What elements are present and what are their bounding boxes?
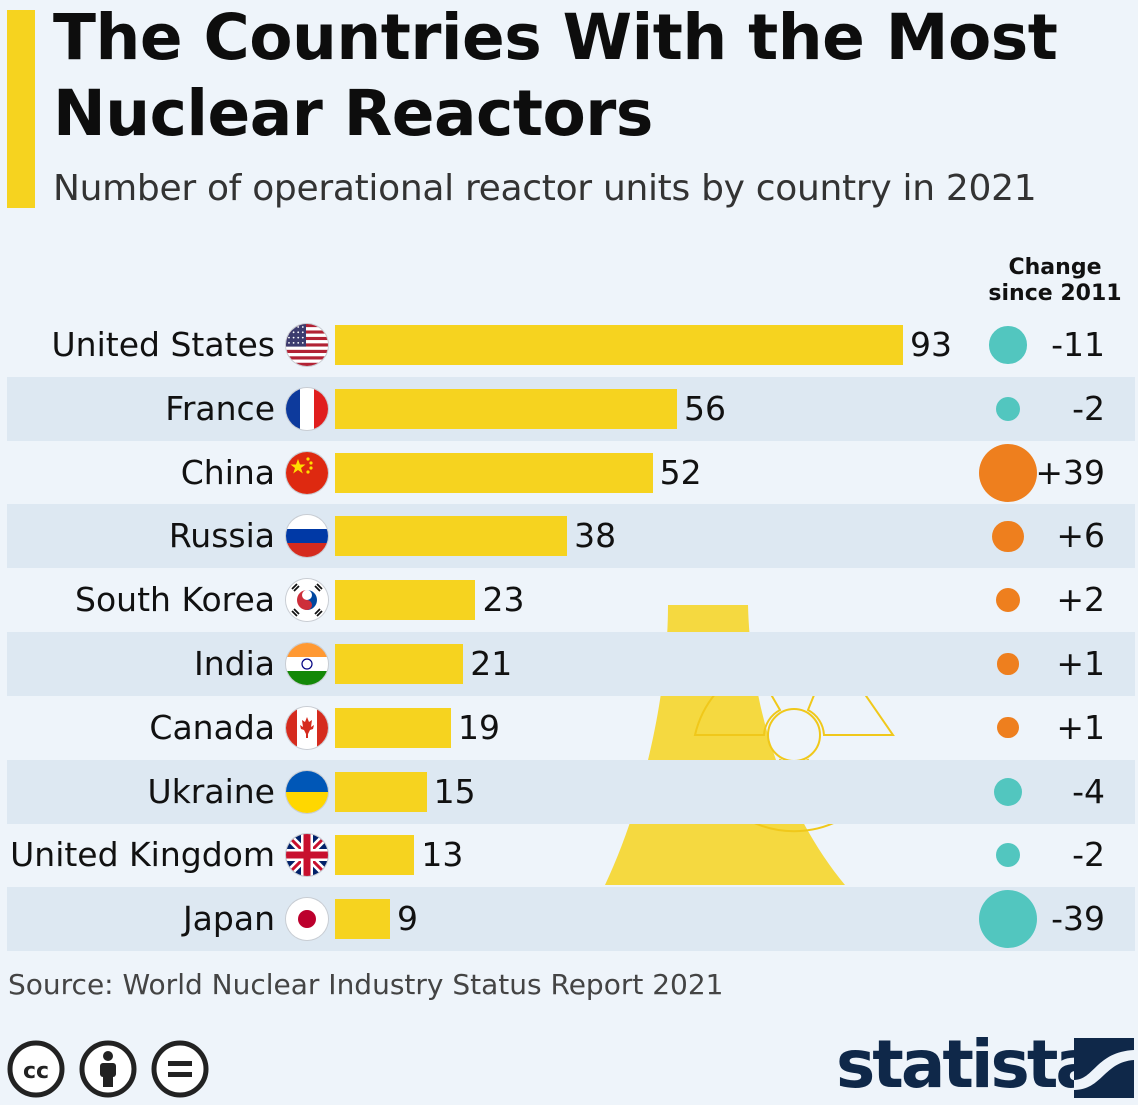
bar bbox=[335, 325, 903, 365]
chart-title: The Countries With the Most Nuclear Reac… bbox=[53, 1, 1058, 150]
table-row: United States 93 -11 bbox=[7, 313, 1135, 377]
increase-circle bbox=[997, 653, 1019, 675]
table-row: Ukraine 15 -4 bbox=[7, 759, 1135, 824]
change-column-header: Change since 2011 bbox=[988, 255, 1122, 306]
change-label: -11 bbox=[1051, 325, 1105, 364]
china-flag-icon bbox=[286, 451, 328, 494]
table-row: Japan 9 -39 bbox=[7, 887, 1135, 952]
bar-value-label: 23 bbox=[482, 580, 525, 620]
country-label: Russia bbox=[168, 516, 275, 556]
bar bbox=[335, 771, 427, 812]
change-label: -39 bbox=[1051, 899, 1105, 939]
bar bbox=[335, 899, 390, 940]
country-label: Ukraine bbox=[147, 771, 275, 811]
bar-value-label: 93 bbox=[910, 325, 952, 364]
change-label: -4 bbox=[1072, 771, 1105, 811]
table-row: South Korea 23 +2 bbox=[7, 568, 1135, 632]
country-label: South Korea bbox=[75, 580, 275, 620]
no-derivatives-icon[interactable] bbox=[151, 1040, 209, 1098]
country-label: China bbox=[180, 452, 275, 492]
decrease-circle bbox=[989, 326, 1027, 364]
bar bbox=[335, 644, 464, 684]
increase-circle bbox=[992, 520, 1024, 552]
increase-circle bbox=[979, 443, 1037, 502]
country-label: France bbox=[165, 388, 275, 428]
table-row: Russia 38 +6 bbox=[7, 504, 1135, 569]
table-row: United Kingdom 13 -2 bbox=[7, 823, 1135, 887]
bar-value-label: 19 bbox=[458, 707, 501, 747]
statista-logo[interactable]: statista bbox=[836, 1026, 1136, 1103]
bar-value-label: 15 bbox=[433, 771, 476, 811]
bar-value-label: 38 bbox=[574, 516, 617, 556]
country-label: India bbox=[194, 644, 275, 683]
bar bbox=[335, 516, 568, 557]
increase-circle bbox=[997, 717, 1019, 739]
change-label: -2 bbox=[1072, 388, 1105, 428]
bar-value-label: 52 bbox=[659, 452, 702, 492]
table-row: China 52 +39 bbox=[7, 441, 1135, 505]
change-label: -2 bbox=[1072, 835, 1105, 875]
decrease-circle bbox=[996, 843, 1020, 868]
source-note: Source: World Nuclear Industry Status Re… bbox=[8, 968, 724, 1001]
brand-name: statista bbox=[836, 1026, 1100, 1103]
title-accent-bar bbox=[7, 10, 35, 208]
decrease-circle bbox=[996, 396, 1020, 421]
bar bbox=[335, 452, 653, 493]
canada-flag-icon bbox=[286, 706, 328, 749]
bar bbox=[335, 580, 476, 621]
japan-flag-icon bbox=[286, 898, 328, 941]
svg-text:cc: cc bbox=[23, 1059, 49, 1084]
change-label: +39 bbox=[1035, 452, 1105, 492]
cc-icon[interactable]: cc bbox=[7, 1040, 65, 1098]
south-korea-flag-icon bbox=[286, 579, 328, 622]
table-row: France 56 -2 bbox=[7, 376, 1135, 441]
bar bbox=[335, 388, 678, 429]
bar bbox=[335, 835, 415, 876]
increase-circle bbox=[996, 588, 1020, 613]
bar-value-label: 9 bbox=[396, 899, 418, 939]
country-label: United States bbox=[51, 325, 275, 364]
ukraine-flag-icon bbox=[286, 770, 328, 813]
bar-value-label: 21 bbox=[470, 644, 513, 683]
change-label: +1 bbox=[1056, 644, 1105, 683]
us-flag-icon bbox=[286, 324, 328, 366]
decrease-circle bbox=[979, 890, 1037, 949]
france-flag-icon bbox=[286, 387, 328, 430]
attribution-icon[interactable] bbox=[79, 1040, 137, 1098]
country-label: Japan bbox=[182, 899, 275, 939]
table-row: Canada 19 +1 bbox=[7, 696, 1135, 760]
country-label: Canada bbox=[149, 707, 275, 747]
change-label: +2 bbox=[1056, 580, 1105, 620]
bar-value-label: 13 bbox=[421, 835, 464, 875]
bar bbox=[335, 707, 452, 748]
change-label: +1 bbox=[1056, 707, 1105, 747]
bar-value-label: 56 bbox=[684, 388, 727, 428]
decrease-circle bbox=[993, 777, 1023, 806]
change-label: +6 bbox=[1056, 516, 1105, 556]
country-label: United Kingdom bbox=[10, 835, 275, 875]
india-flag-icon bbox=[286, 643, 328, 685]
russia-flag-icon bbox=[286, 515, 328, 558]
uk-flag-icon bbox=[286, 834, 328, 877]
statista-logo-icon bbox=[1074, 1038, 1134, 1098]
chart-subtitle: Number of operational reactor units by c… bbox=[53, 168, 1037, 209]
table-row: India 21 +1 bbox=[7, 632, 1135, 696]
